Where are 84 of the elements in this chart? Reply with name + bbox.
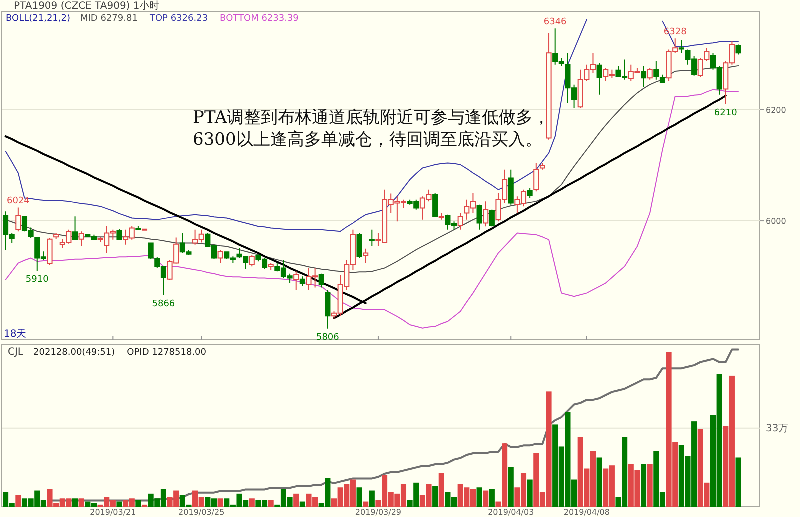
annotation: 18天 [4, 329, 27, 340]
bar [218, 498, 224, 507]
candlestick [356, 232, 362, 259]
candlestick [483, 201, 489, 228]
annotation: 5806 [316, 332, 340, 343]
x-tick-label: 2019/04/08 [564, 508, 610, 517]
bar [363, 502, 369, 507]
chart-title: PTA1909 (CZCE TA909) 1小时 [14, 0, 160, 12]
x-tick-label: 2019/04/03 [488, 508, 534, 517]
legend-title: BOLL(21,21,2) [6, 14, 71, 24]
bar [78, 498, 84, 507]
annotation: 6210 [714, 108, 738, 118]
bar [476, 488, 482, 507]
candlestick [363, 248, 369, 264]
bar [294, 494, 300, 507]
text: TOP 6326.23 [148, 14, 208, 24]
ref-line-label: 33万 [766, 423, 789, 434]
x-tick-label: 2019/03/25 [178, 508, 225, 517]
bar [596, 458, 602, 507]
candlestick [142, 228, 148, 231]
y-tick-label: 6200 [766, 106, 786, 115]
bar [438, 473, 444, 507]
candlestick [72, 216, 78, 241]
candlestick [489, 209, 495, 228]
candlestick [218, 249, 224, 264]
candlestick [596, 62, 602, 96]
bar [72, 498, 78, 507]
candlestick [116, 228, 122, 241]
x-tick-label: 2019/03/29 [355, 508, 402, 517]
bar [432, 486, 438, 507]
bar [508, 467, 514, 507]
candlestick [136, 226, 142, 230]
candlestick [54, 232, 60, 240]
candlestick [476, 204, 482, 230]
bar [641, 464, 647, 507]
bar [483, 490, 489, 507]
candlestick [508, 169, 514, 206]
candlestick [78, 231, 84, 247]
annotation: 5910 [26, 275, 50, 286]
candlestick [16, 207, 22, 232]
candlestick [47, 238, 53, 266]
candlestick [534, 162, 540, 192]
candlestick [458, 212, 464, 230]
bar [136, 500, 142, 507]
annotation: 5866 [152, 300, 176, 310]
annotation: PTA调整到布林通道底轨附近可参与逢低做多， [193, 108, 550, 128]
bar [647, 464, 653, 507]
candlestick [432, 192, 438, 218]
chart-title: CJL [8, 347, 24, 358]
x-tick-label: 2019/03/21 [90, 508, 136, 517]
text: MID 6279.81 [80, 14, 138, 24]
candlestick [325, 289, 331, 330]
annotation: 6346 [544, 18, 568, 28]
candlestick [641, 66, 647, 88]
bar [489, 489, 495, 507]
bar [249, 498, 255, 507]
annotation: OPID 1278518.00 [127, 348, 207, 358]
annotation: 6300以上逢高多单减仓，待回调至底沿买入。 [193, 130, 542, 150]
bar [369, 490, 375, 507]
bar [527, 480, 533, 507]
candlestick [318, 273, 324, 288]
bar [16, 495, 22, 507]
bar [116, 502, 122, 507]
candlestick [736, 44, 742, 56]
candlestick [438, 212, 444, 220]
text: BOTTOM 6233.39 [220, 14, 300, 24]
candlestick [249, 255, 255, 268]
annotation: 6024 [6, 196, 30, 207]
candlestick [527, 188, 533, 199]
bar [736, 458, 742, 507]
candlestick [268, 262, 274, 270]
line-series [5, 89, 740, 329]
candlestick [294, 271, 300, 290]
candlestick [540, 162, 546, 170]
y-tick-label: 6000 [766, 217, 786, 226]
candlestick [546, 32, 552, 140]
annotation: 202128.00(49:51) [34, 348, 116, 358]
bar [356, 488, 362, 507]
bar [300, 502, 306, 507]
candlestick [647, 68, 653, 80]
candlestick [300, 276, 306, 287]
candlestick [678, 40, 684, 54]
candlestick [369, 229, 375, 247]
bar [268, 500, 274, 507]
